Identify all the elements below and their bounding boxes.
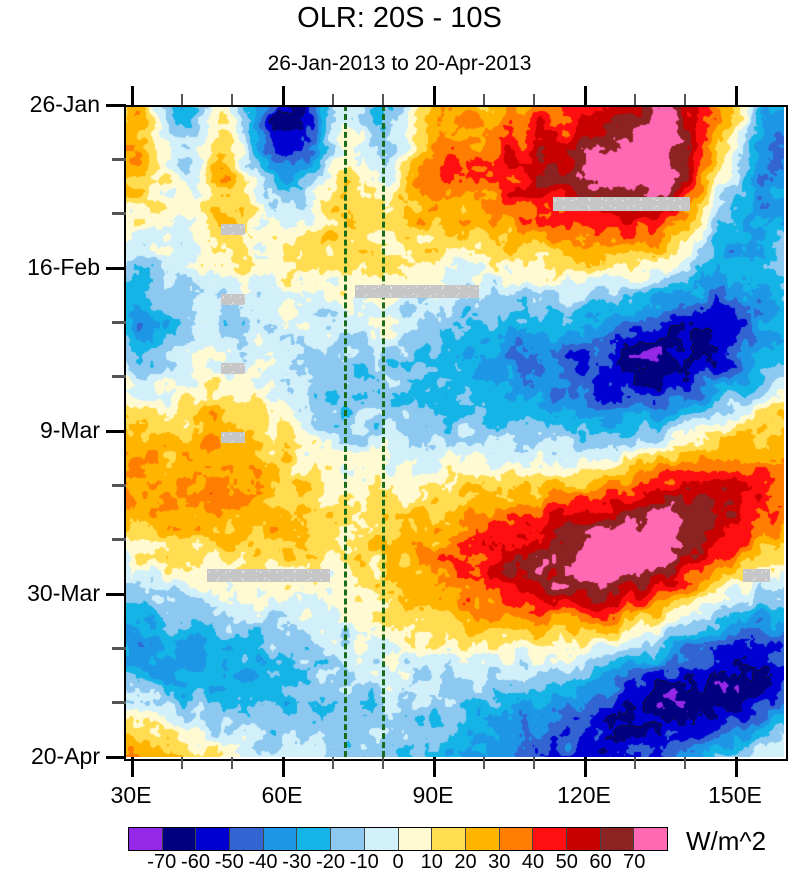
colorbar-tick-label: -40 (248, 851, 278, 873)
x-tick-major-top (433, 86, 436, 105)
x-tick-minor-top (332, 94, 334, 105)
colorbar-tick-label: 0 (392, 851, 404, 873)
colorbar-swatch (634, 828, 667, 850)
contour-plot-area (124, 105, 784, 757)
x-tick-minor (382, 757, 384, 769)
y-tick-major (106, 430, 126, 433)
reference-vline (344, 105, 347, 757)
y-tick-minor (112, 647, 126, 650)
x-tick-major (584, 757, 587, 777)
x-tick-major (282, 757, 285, 777)
reference-vline (382, 105, 385, 757)
x-tick-minor (634, 757, 636, 769)
y-tick-minor (112, 321, 126, 324)
x-tick-minor-top (634, 94, 636, 105)
colorbar-tick-label: -50 (214, 851, 244, 873)
y-tick-minor (112, 701, 126, 704)
page-title: OLR: 20S - 10S (297, 2, 502, 34)
y-tick-major (106, 104, 126, 107)
x-axis-label: 90E (412, 782, 454, 808)
patch-small-1 (221, 224, 245, 235)
x-tick-major (433, 757, 436, 777)
colorbar-swatch (432, 828, 466, 850)
patch-small-3 (221, 363, 245, 374)
x-tick-major-top (131, 86, 134, 105)
colorbar-tick-label: -70 (147, 851, 177, 873)
colorbar-tick-label: -30 (282, 851, 312, 873)
x-tick-major-top (735, 86, 738, 105)
x-tick-minor-top (483, 94, 485, 105)
colorbar-swatch (129, 828, 163, 850)
x-tick-minor (181, 757, 183, 769)
colorbar-unit-label: W/m^2 (686, 826, 767, 856)
colorbar-tick-label: 30 (488, 851, 511, 873)
x-tick-minor (483, 757, 485, 769)
colorbar-tick-label: 60 (589, 851, 612, 873)
colorbar-tick-label: 40 (521, 851, 545, 873)
olr-contour-field (124, 105, 784, 757)
patch-right-small (743, 569, 770, 582)
x-tick-minor (533, 757, 535, 769)
x-tick-minor (684, 757, 686, 769)
colorbar (128, 827, 668, 851)
x-tick-minor (332, 757, 334, 769)
x-tick-minor-top (382, 94, 384, 105)
colorbar-swatch (263, 828, 298, 850)
x-axis-label: 150E (708, 782, 762, 808)
colorbar-tick-label: 50 (555, 851, 578, 873)
colorbar-tick-label: -20 (316, 851, 345, 873)
y-axis-label: 9-Mar (39, 417, 100, 443)
x-tick-minor-top (533, 94, 535, 105)
colorbar-swatch (600, 828, 635, 850)
date-range-subtitle: 26-Jan-2013 to 20-Apr-2013 (267, 52, 532, 75)
y-axis-label: 20-Apr (30, 743, 100, 769)
x-tick-minor (231, 757, 233, 769)
colorbar-tick-label: -60 (181, 851, 210, 873)
x-axis-label: 60E (261, 782, 303, 808)
colorbar-swatch (398, 828, 433, 850)
colorbar-swatch (566, 828, 601, 850)
y-axis-label: 30-Mar (27, 580, 100, 606)
colorbar-tick-label: 70 (623, 851, 646, 873)
x-tick-minor-top (684, 94, 686, 105)
colorbar-swatch (230, 828, 264, 850)
x-axis-label: 120E (557, 782, 611, 808)
y-axis-label: 26-Jan (29, 91, 100, 117)
x-tick-minor-top (231, 94, 233, 105)
y-tick-minor (112, 212, 126, 215)
y-tick-major (106, 593, 126, 596)
y-tick-major (106, 756, 126, 759)
colorbar-swatch (533, 828, 567, 850)
x-axis-label: 30E (110, 782, 152, 808)
colorbar-swatch (297, 828, 332, 850)
colorbar-swatch (196, 828, 231, 850)
patch-mar-long (207, 569, 330, 582)
patch-small-4 (221, 432, 245, 443)
patch-top-right (553, 197, 690, 211)
colorbar-tick-label: 10 (420, 851, 443, 873)
x-tick-major (735, 757, 738, 777)
colorbar-swatch (465, 828, 500, 850)
colorbar-swatch (331, 828, 365, 850)
y-axis-label: 16-Feb (27, 254, 100, 280)
colorbar-swatch (364, 828, 399, 850)
x-tick-major-top (584, 86, 587, 105)
patch-small-2 (221, 294, 245, 305)
y-tick-major (106, 267, 126, 270)
y-tick-minor (112, 484, 126, 487)
x-tick-major (131, 757, 134, 777)
y-tick-minor (112, 375, 126, 378)
patch-feb-long (355, 285, 479, 298)
y-tick-minor (112, 158, 126, 161)
colorbar-swatch (499, 828, 534, 850)
colorbar-swatch (162, 828, 197, 850)
colorbar-tick-label: 20 (454, 851, 477, 873)
y-tick-minor (112, 538, 126, 541)
colorbar-tick-label: -10 (349, 851, 379, 873)
x-tick-minor-top (181, 94, 183, 105)
x-tick-major-top (282, 86, 285, 105)
